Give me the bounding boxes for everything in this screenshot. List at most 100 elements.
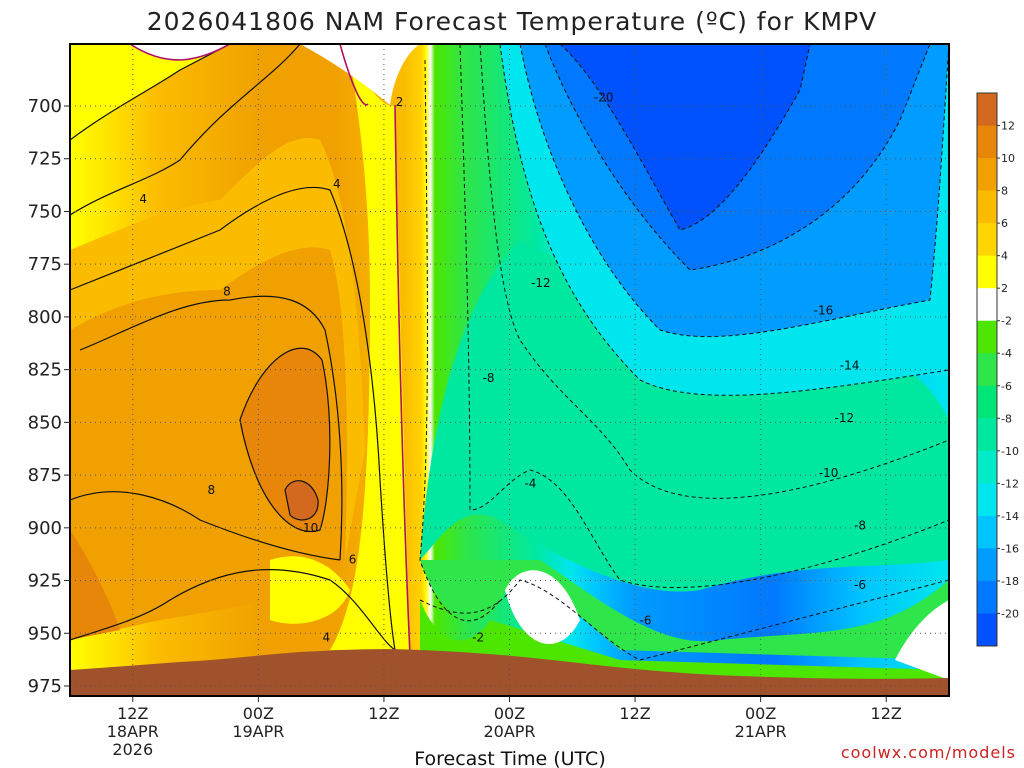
y-tick-label: 875: [28, 465, 62, 486]
y-tick-label: 800: [28, 307, 62, 328]
y-tick-label: 900: [28, 518, 62, 539]
credit-text: coolwx.com/models: [841, 743, 1016, 762]
colorbar-label: -20: [1001, 607, 1019, 620]
grid-lines: [70, 44, 949, 696]
colorbar-label: -16: [1001, 542, 1019, 555]
x-tick-label: 20APR: [483, 722, 535, 741]
contour-line: [239, 347, 331, 533]
core-fill: [560, 44, 810, 230]
x-tick-label: 21APR: [735, 722, 787, 741]
colorbar-swatch: [977, 483, 997, 517]
contour-line: [79, 295, 343, 561]
contour-label: 4: [323, 630, 331, 644]
warm-sector-fill: [70, 247, 347, 641]
colorbar-swatch: [977, 158, 997, 192]
contour-label: -8: [483, 371, 495, 385]
contour-label: -14: [840, 358, 860, 372]
contour-label: -4: [524, 477, 536, 491]
colorbar-swatch: [977, 613, 997, 647]
colorbar-label: 2: [1001, 282, 1008, 295]
hot-spot-fill: [285, 480, 319, 520]
contour-line: [544, 44, 931, 271]
warm-lower-left-fill: [70, 530, 120, 640]
contour-label: -2: [472, 630, 484, 644]
colorbar-label: 4: [1001, 250, 1008, 263]
contour-line: [479, 44, 949, 499]
contour-line: [419, 59, 501, 622]
contour-lines: [70, 44, 949, 661]
colorbar-swatch: [977, 93, 997, 127]
contour-line: [419, 579, 949, 661]
yellow-top-fill: [70, 44, 230, 140]
y-tick-label: 850: [28, 412, 62, 433]
colorbar-label: -8: [1001, 412, 1012, 425]
colorbar-label: 8: [1001, 185, 1008, 198]
x-tick-label: 19APR: [232, 722, 284, 741]
x-tick-label: 00Z: [243, 704, 274, 723]
contour-label: 10: [303, 521, 318, 535]
contour-line: [559, 44, 811, 231]
colorbar-label: -10: [1001, 445, 1019, 458]
terrain: [70, 649, 949, 696]
yellow-lower-fill: [270, 556, 350, 624]
contour-label: 8: [223, 285, 231, 299]
contour-line: [70, 186, 396, 651]
white-pocket-fill: [505, 570, 949, 680]
contour-line: [459, 44, 949, 588]
plot-area: 2 4 4 8 8 10 6 4 -2 -4 -8 -12 -20 -16 -14 -12 -10 -8 -6 -6: [70, 44, 949, 696]
contour-line: [499, 44, 949, 396]
x-tick-label: 12Z: [619, 704, 650, 723]
y-tick-label: 925: [28, 571, 62, 592]
colorbar: 12 10 8 6 4 2 -2 -4 -6 -8 -10 -12 -14 -16 -18 -20: [976, 92, 1019, 647]
colorbar-swatch: [977, 418, 997, 452]
colorbar-swatch: [977, 288, 997, 322]
contour-label: -8: [854, 519, 866, 533]
y-tick-label: 975: [28, 676, 62, 697]
contour-label: -10: [819, 466, 839, 480]
colorbar-label: -6: [1001, 380, 1012, 393]
contour-label: -12: [835, 411, 855, 425]
y-tick-label: 775: [28, 254, 62, 275]
warm-sector-upper-fill: [70, 138, 365, 561]
y-tick-label: 725: [28, 149, 62, 170]
colorbar-swatch: [977, 385, 997, 419]
white-top-fill: [130, 44, 420, 105]
x-tick-label: 00Z: [745, 704, 776, 723]
contour-label: 2: [396, 95, 404, 109]
contour-line: [70, 44, 231, 141]
contour-label: 8: [207, 483, 215, 497]
chart-title: 2026041806 NAM Forecast Temperature (ºC)…: [147, 7, 878, 36]
y-tick-label: 950: [28, 623, 62, 644]
y-tick-label: 700: [28, 96, 62, 117]
colorbar-label: 10: [1001, 152, 1015, 165]
contour-label: 4: [139, 192, 147, 206]
zero-contour-line: [339, 44, 369, 106]
x-tick-label: 2026: [112, 740, 153, 759]
contour-label: -16: [814, 304, 834, 318]
contour-line: [70, 44, 301, 216]
x-tick-label: 12Z: [117, 704, 148, 723]
colorbar-label: -14: [1001, 510, 1019, 523]
colorbar-swatch: [977, 515, 997, 549]
colorbar-label: -12: [1001, 477, 1019, 490]
colorbar-swatch: [977, 548, 997, 582]
contour-label: -6: [854, 578, 866, 592]
zero-contour-line: [394, 104, 411, 656]
x-tick-label: 18APR: [107, 722, 159, 741]
contour-line: [284, 480, 319, 521]
colorbar-swatch: [977, 320, 997, 354]
x-tick-label: 12Z: [368, 704, 399, 723]
colorbar-swatch: [977, 223, 997, 257]
colorbar-swatch: [977, 255, 997, 289]
x-tick-label: 12Z: [871, 704, 902, 723]
contour-label: 6: [349, 552, 357, 566]
contour-line: [70, 568, 396, 651]
colorbar-label: 12: [1001, 120, 1015, 133]
colorbar-swatch: [977, 125, 997, 159]
contour-label: -12: [531, 276, 551, 290]
colorbar-label: -18: [1001, 575, 1019, 588]
colorbar-swatch: [977, 353, 997, 387]
zero-contour-line: [129, 44, 231, 61]
colorbar-label: 6: [1001, 217, 1008, 230]
